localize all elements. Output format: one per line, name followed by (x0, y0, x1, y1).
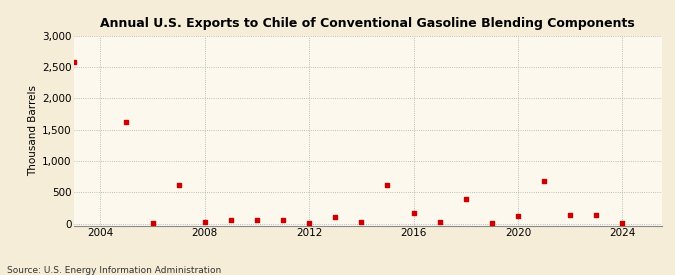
Point (512, 214, 523, 218)
Point (252, 218, 263, 222)
Point (199, 220, 210, 224)
Point (487, 221, 497, 225)
Point (330, 215, 341, 219)
Text: Source: U.S. Energy Information Administration: Source: U.S. Energy Information Administ… (7, 266, 221, 275)
Point (565, 213, 576, 217)
Point (408, 210, 419, 215)
Point (617, 221, 628, 225)
Point (277, 218, 288, 222)
Point (460, 197, 471, 201)
Point (356, 220, 367, 225)
Point (591, 212, 601, 217)
Point (173, 183, 184, 187)
Point (69, 60, 80, 64)
Point (434, 219, 445, 224)
Point (304, 221, 315, 225)
Point (539, 179, 549, 183)
Point (147, 221, 158, 225)
Y-axis label: Thousand Barrels: Thousand Barrels (28, 85, 38, 176)
Point (121, 120, 132, 124)
Title: Annual U.S. Exports to Chile of Conventional Gasoline Blending Components: Annual U.S. Exports to Chile of Conventi… (101, 17, 635, 31)
Point (225, 218, 236, 222)
Point (382, 183, 393, 187)
